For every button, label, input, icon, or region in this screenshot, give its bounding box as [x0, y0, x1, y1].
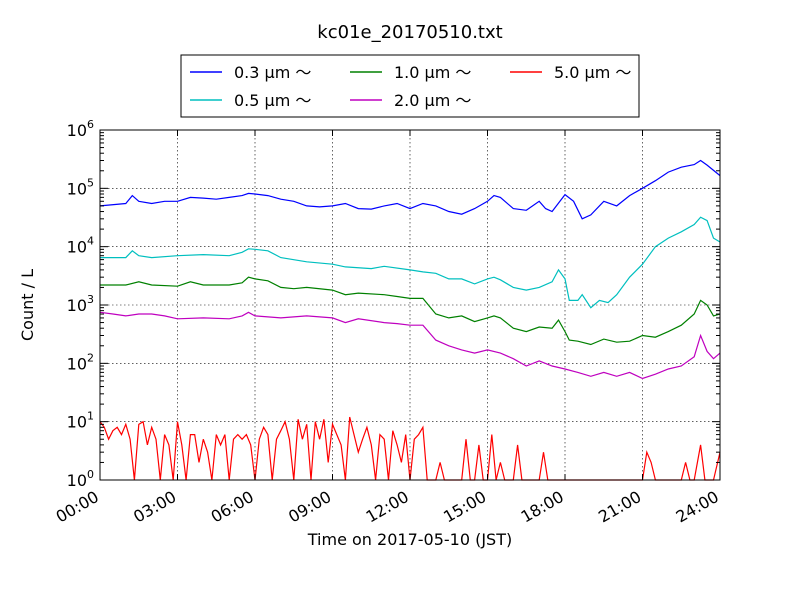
legend-label: 5.0 μm ～: [554, 63, 631, 82]
y-tick-exponent: 6: [87, 118, 94, 131]
y-tick-label: 106: [67, 118, 94, 140]
grid-lines: [100, 130, 720, 480]
legend: 0.3 μm ～ 1.0 μm ～ 5.0 μm ～ 0.5 μm ～ 2.0 μm ～: [180, 54, 640, 118]
y-tick-label: 105: [67, 176, 94, 198]
chart-title: kc01e_20170510.txt: [317, 22, 502, 43]
x-axis-label: Time on 2017-05-10 (JST): [307, 530, 512, 549]
series-line: [100, 216, 721, 309]
y-tick-label: 101: [67, 410, 94, 432]
y-tick-base: 10: [67, 354, 87, 373]
legend-label: 0.5 μm ～: [234, 91, 311, 110]
y-tick-base: 10: [67, 413, 87, 432]
series-line: [99, 311, 721, 380]
legend-label: 0.3 μm ～: [234, 63, 311, 82]
y-tick-base: 10: [67, 296, 87, 315]
y-tick-exponent: 4: [87, 235, 94, 248]
series-line: [99, 159, 721, 220]
y-tick-label: 103: [67, 293, 94, 315]
axis-ticks: [99, 129, 721, 481]
y-tick-exponent: 0: [87, 468, 94, 481]
y-tick-base: 10: [67, 471, 87, 490]
y-tick-exponent: 2: [87, 351, 94, 364]
legend-frame: [180, 54, 640, 118]
legend-label: 1.0 μm ～: [394, 63, 471, 82]
y-tick-label: 102: [67, 351, 94, 373]
y-tick-base: 10: [67, 121, 87, 140]
legend-label: 2.0 μm ～: [394, 91, 471, 110]
y-tick-exponent: 5: [87, 176, 94, 189]
y-tick-exponent: 1: [87, 410, 94, 423]
y-tick-label: 104: [67, 235, 94, 257]
series-layer: [99, 159, 721, 481]
y-tick-exponent: 3: [87, 293, 94, 306]
y-tick-label: 100: [67, 468, 94, 490]
series-line: [100, 276, 721, 346]
y-tick-base: 10: [67, 179, 87, 198]
y-tick-base: 10: [67, 238, 87, 257]
y-axis-label: Count / L: [18, 269, 37, 341]
